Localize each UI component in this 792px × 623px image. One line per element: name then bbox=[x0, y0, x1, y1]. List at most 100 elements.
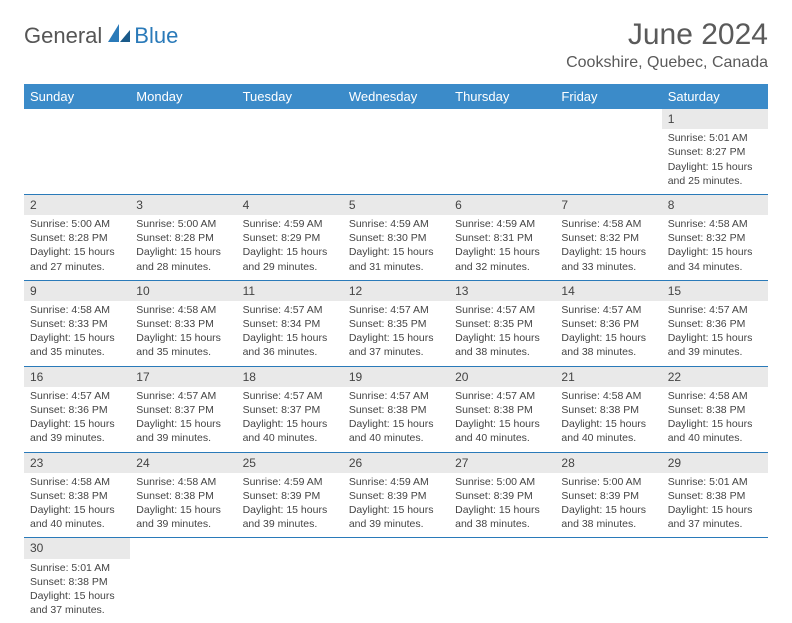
sunset-text: Sunset: 8:39 PM bbox=[349, 489, 443, 503]
calendar-day-cell bbox=[237, 538, 343, 623]
calendar-day-cell bbox=[130, 538, 236, 623]
sunset-text: Sunset: 8:29 PM bbox=[243, 231, 337, 245]
sunrise-text: Sunrise: 5:00 AM bbox=[561, 475, 655, 489]
calendar-day-cell: 20Sunrise: 4:57 AMSunset: 8:38 PMDayligh… bbox=[449, 366, 555, 452]
sunset-text: Sunset: 8:32 PM bbox=[561, 231, 655, 245]
day-number: 5 bbox=[343, 195, 449, 215]
day-number: 24 bbox=[130, 453, 236, 473]
sunrise-text: Sunrise: 4:59 AM bbox=[455, 217, 549, 231]
calendar-day-cell: 29 Sunrise: 5:01 AMSunset: 8:38 PMDayligh… bbox=[662, 452, 768, 538]
calendar-day-cell bbox=[237, 109, 343, 194]
sunrise-text: Sunrise: 4:57 AM bbox=[136, 389, 230, 403]
sunset-text: Sunset: 8:33 PM bbox=[136, 317, 230, 331]
sunrise-text: Sunrise: 4:58 AM bbox=[30, 303, 124, 317]
sunrise-text: Sunrise: 4:58 AM bbox=[668, 389, 762, 403]
day-number: 7 bbox=[555, 195, 661, 215]
calendar-day-cell: 3Sunrise: 5:00 AMSunset: 8:28 PMDaylight… bbox=[130, 194, 236, 280]
day-number: 27 bbox=[449, 453, 555, 473]
daylight-text: Daylight: 15 hours and 40 minutes. bbox=[349, 417, 443, 445]
daylight-text: Daylight: 15 hours and 39 minutes. bbox=[136, 417, 230, 445]
calendar-day-cell: 28Sunrise: 5:00 AMSunset: 8:39 PMDayligh… bbox=[555, 452, 661, 538]
calendar-week-row: 1Sunrise: 5:01 AMSunset: 8:27 PMDaylight… bbox=[24, 109, 768, 194]
sunrise-text: Sunrise: 4:57 AM bbox=[455, 303, 549, 317]
calendar-week-row: 16Sunrise: 4:57 AMSunset: 8:36 PMDayligh… bbox=[24, 366, 768, 452]
calendar-day-cell: 1Sunrise: 5:01 AMSunset: 8:27 PMDaylight… bbox=[662, 109, 768, 194]
calendar-week-row: 30Sunrise: 5:01 AMSunset: 8:38 PMDayligh… bbox=[24, 538, 768, 623]
daylight-text: Daylight: 15 hours and 31 minutes. bbox=[349, 245, 443, 273]
day-number: 29 bbox=[662, 453, 768, 473]
daylight-text: Daylight: 15 hours and 34 minutes. bbox=[668, 245, 762, 273]
sunset-text: Sunset: 8:38 PM bbox=[668, 489, 762, 503]
daylight-text: Daylight: 15 hours and 38 minutes. bbox=[455, 331, 549, 359]
sunset-text: Sunset: 8:37 PM bbox=[136, 403, 230, 417]
day-number: 26 bbox=[343, 453, 449, 473]
sunrise-text: Sunrise: 5:01 AM bbox=[668, 131, 762, 145]
sunset-text: Sunset: 8:30 PM bbox=[349, 231, 443, 245]
day-number: 23 bbox=[24, 453, 130, 473]
day-number: 9 bbox=[24, 281, 130, 301]
calendar-day-cell: 26Sunrise: 4:59 AMSunset: 8:39 PMDayligh… bbox=[343, 452, 449, 538]
sail-icon bbox=[106, 22, 132, 49]
daylight-text: Daylight: 15 hours and 40 minutes. bbox=[455, 417, 549, 445]
sunset-text: Sunset: 8:37 PM bbox=[243, 403, 337, 417]
daylight-text: Daylight: 15 hours and 39 minutes. bbox=[30, 417, 124, 445]
daylight-text: Daylight: 15 hours and 38 minutes. bbox=[561, 331, 655, 359]
calendar-day-cell: 15Sunrise: 4:57 AMSunset: 8:36 PMDayligh… bbox=[662, 280, 768, 366]
location-label: Cookshire, Quebec, Canada bbox=[566, 54, 768, 72]
calendar-table: Sunday Monday Tuesday Wednesday Thursday… bbox=[24, 84, 768, 623]
day-number: 3 bbox=[130, 195, 236, 215]
sunset-text: Sunset: 8:36 PM bbox=[561, 317, 655, 331]
daylight-text: Daylight: 15 hours and 39 minutes. bbox=[243, 503, 337, 531]
sunrise-text: Sunrise: 4:57 AM bbox=[349, 389, 443, 403]
day-number: 17 bbox=[130, 367, 236, 387]
sunrise-text: Sunrise: 4:58 AM bbox=[668, 217, 762, 231]
weekday-header: Saturday bbox=[662, 84, 768, 109]
logo: General Blue bbox=[24, 18, 178, 49]
sunset-text: Sunset: 8:38 PM bbox=[30, 575, 124, 589]
calendar-day-cell: 27Sunrise: 5:00 AMSunset: 8:39 PMDayligh… bbox=[449, 452, 555, 538]
page-title: June 2024 bbox=[566, 18, 768, 52]
title-block: June 2024 Cookshire, Quebec, Canada bbox=[566, 18, 768, 72]
day-number: 12 bbox=[343, 281, 449, 301]
day-number: 6 bbox=[449, 195, 555, 215]
sunset-text: Sunset: 8:35 PM bbox=[455, 317, 549, 331]
daylight-text: Daylight: 15 hours and 40 minutes. bbox=[668, 417, 762, 445]
daylight-text: Daylight: 15 hours and 39 minutes. bbox=[349, 503, 443, 531]
calendar-day-cell: 18Sunrise: 4:57 AMSunset: 8:37 PMDayligh… bbox=[237, 366, 343, 452]
daylight-text: Daylight: 15 hours and 28 minutes. bbox=[136, 245, 230, 273]
sunrise-text: Sunrise: 5:00 AM bbox=[30, 217, 124, 231]
calendar-day-cell bbox=[555, 538, 661, 623]
sunrise-text: Sunrise: 4:57 AM bbox=[243, 303, 337, 317]
daylight-text: Daylight: 15 hours and 40 minutes. bbox=[30, 503, 124, 531]
sunset-text: Sunset: 8:27 PM bbox=[668, 145, 762, 159]
sunrise-text: Sunrise: 4:59 AM bbox=[349, 217, 443, 231]
sunset-text: Sunset: 8:38 PM bbox=[349, 403, 443, 417]
daylight-text: Daylight: 15 hours and 36 minutes. bbox=[243, 331, 337, 359]
sunset-text: Sunset: 8:36 PM bbox=[30, 403, 124, 417]
daylight-text: Daylight: 15 hours and 38 minutes. bbox=[561, 503, 655, 531]
day-number: 18 bbox=[237, 367, 343, 387]
daylight-text: Daylight: 15 hours and 27 minutes. bbox=[30, 245, 124, 273]
daylight-text: Daylight: 15 hours and 40 minutes. bbox=[561, 417, 655, 445]
calendar-day-cell: 6Sunrise: 4:59 AMSunset: 8:31 PMDaylight… bbox=[449, 194, 555, 280]
day-number: 11 bbox=[237, 281, 343, 301]
calendar-day-cell bbox=[24, 109, 130, 194]
day-number: 2 bbox=[24, 195, 130, 215]
daylight-text: Daylight: 15 hours and 25 minutes. bbox=[668, 160, 762, 188]
day-number: 4 bbox=[237, 195, 343, 215]
day-number: 30 bbox=[24, 538, 130, 558]
calendar-day-cell: 14Sunrise: 4:57 AMSunset: 8:36 PMDayligh… bbox=[555, 280, 661, 366]
daylight-text: Daylight: 15 hours and 38 minutes. bbox=[455, 503, 549, 531]
daylight-text: Daylight: 15 hours and 39 minutes. bbox=[136, 503, 230, 531]
sunrise-text: Sunrise: 4:57 AM bbox=[30, 389, 124, 403]
day-number: 28 bbox=[555, 453, 661, 473]
calendar-day-cell bbox=[449, 109, 555, 194]
day-number: 22 bbox=[662, 367, 768, 387]
sunrise-text: Sunrise: 5:01 AM bbox=[668, 475, 762, 489]
sunset-text: Sunset: 8:38 PM bbox=[455, 403, 549, 417]
daylight-text: Daylight: 15 hours and 37 minutes. bbox=[668, 503, 762, 531]
sunset-text: Sunset: 8:28 PM bbox=[136, 231, 230, 245]
calendar-day-cell: 22Sunrise: 4:58 AMSunset: 8:38 PMDayligh… bbox=[662, 366, 768, 452]
calendar-day-cell: 8Sunrise: 4:58 AMSunset: 8:32 PMDaylight… bbox=[662, 194, 768, 280]
sunrise-text: Sunrise: 4:57 AM bbox=[561, 303, 655, 317]
